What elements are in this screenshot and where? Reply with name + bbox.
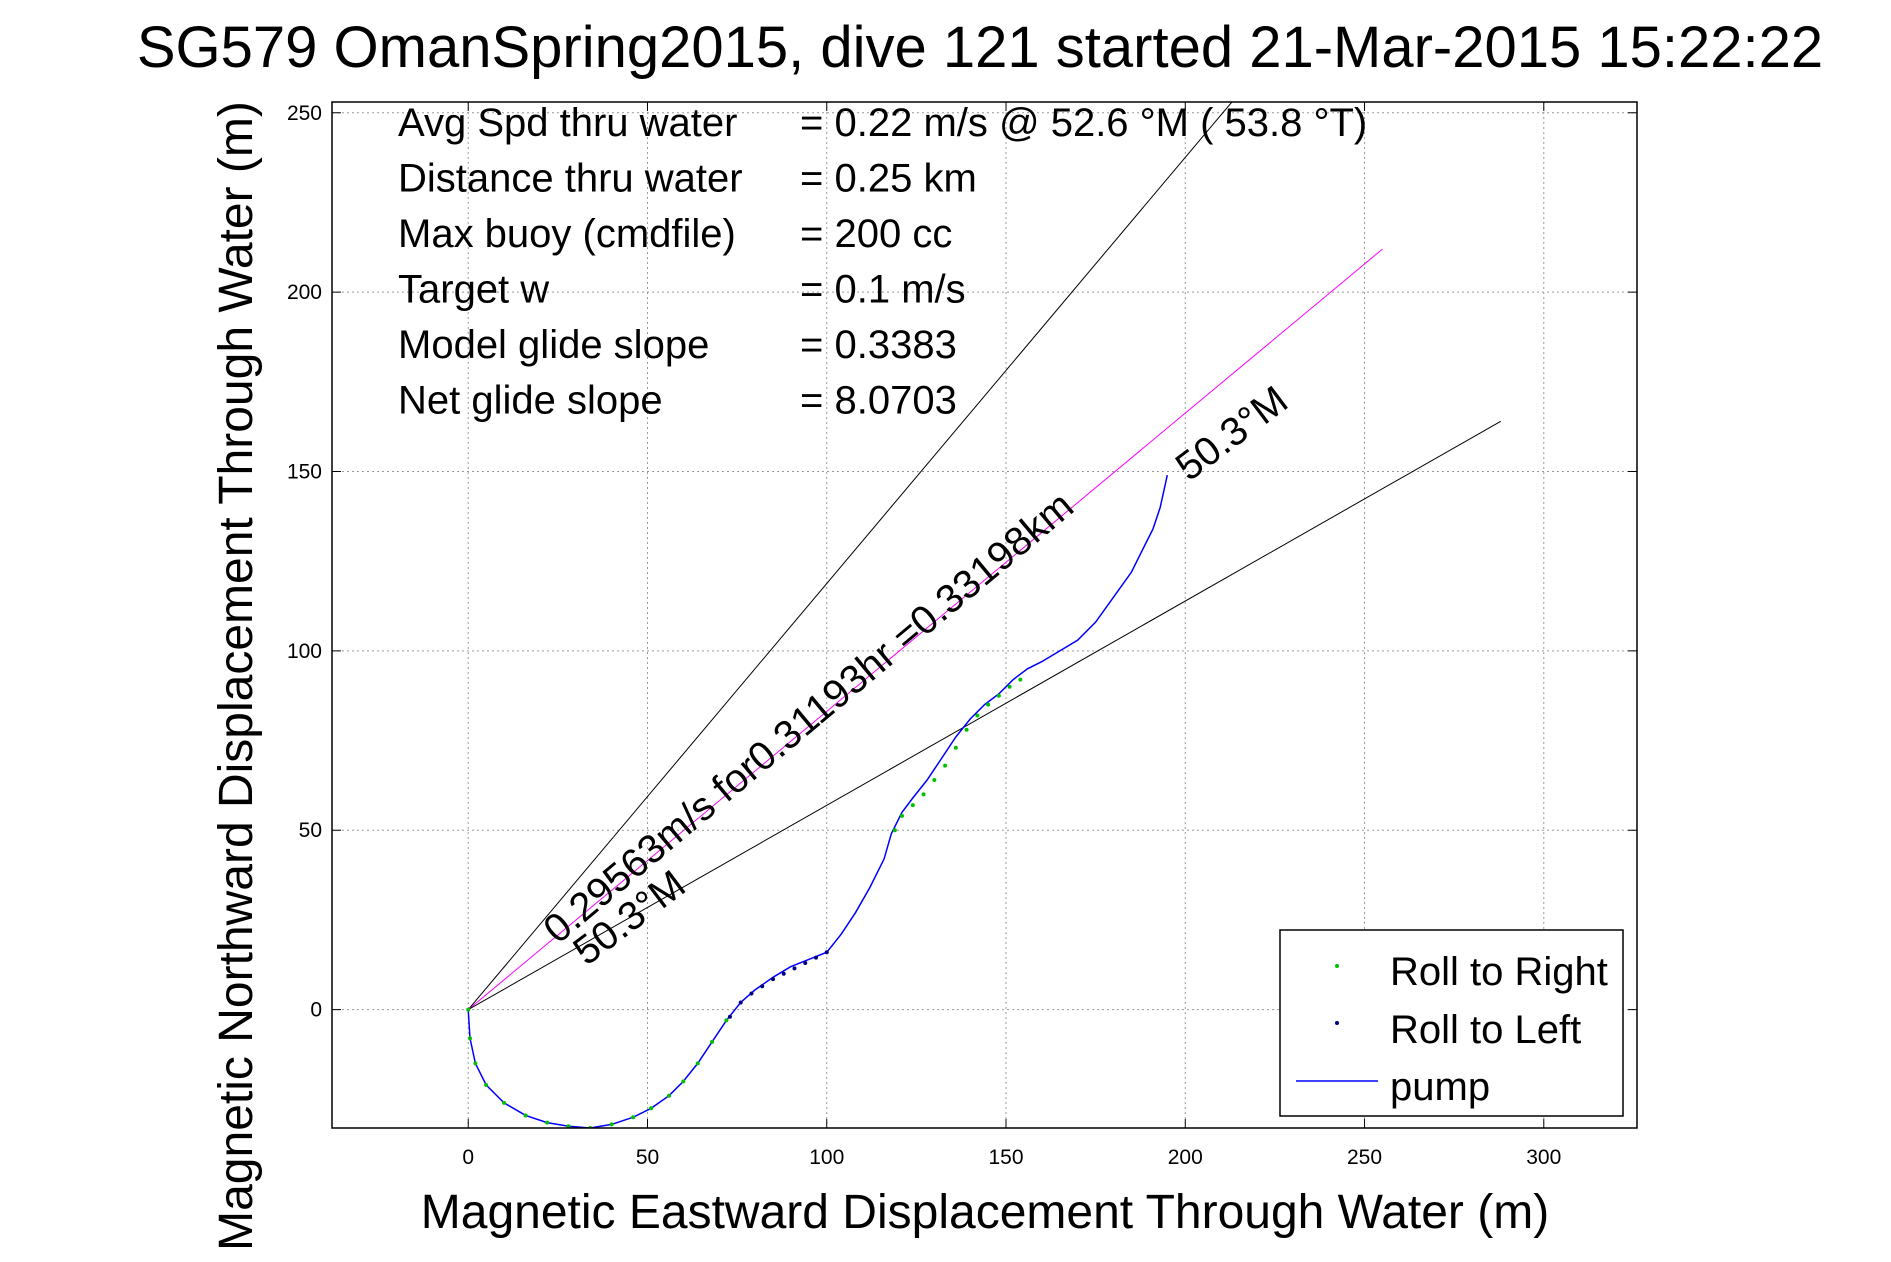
point-roll-to-right — [649, 1106, 654, 1111]
point-roll-to-right — [975, 713, 980, 718]
reference-line-heading — [467, 248, 1383, 1010]
x-tick-label: 100 — [809, 1146, 844, 1169]
y-tick-label: 150 — [287, 461, 322, 484]
x-tick-label: 200 — [1168, 1146, 1203, 1169]
reference-line-bound-right — [467, 420, 1502, 1011]
point-roll-to-right — [681, 1079, 686, 1084]
point-roll-to-right — [545, 1120, 550, 1125]
point-roll-to-left — [781, 971, 786, 976]
point-roll-to-right — [910, 803, 915, 808]
info-label: Avg Spd thru water — [398, 101, 737, 145]
point-roll-to-right — [932, 778, 937, 783]
x-tick-label: 150 — [988, 1146, 1023, 1169]
point-roll-to-right — [667, 1093, 672, 1098]
point-roll-to-right — [964, 727, 969, 732]
x-tick-label: 50 — [636, 1146, 659, 1169]
reference-lines — [467, 102, 1502, 1011]
point-roll-to-right — [468, 1036, 473, 1041]
axis-ticks: 0 50 100 150 200 250 300 0 50 100 150 200 250 — [287, 102, 1637, 1169]
point-roll-to-right — [631, 1115, 636, 1120]
y-tick-label: 0 — [310, 999, 322, 1022]
point-roll-to-left — [738, 1000, 743, 1005]
chart-title: SG579 OmanSpring2015, dive 121 started 2… — [137, 15, 1823, 80]
point-roll-to-left — [770, 977, 775, 982]
dive-info-block: Avg Spd thru water = 0.22 m/s @ 52.6 °M (… — [398, 101, 1367, 423]
point-roll-to-right — [724, 1018, 729, 1023]
y-tick-label: 200 — [287, 281, 322, 304]
info-label: Net glide slope — [398, 379, 663, 423]
legend-label-roll-left: Roll to Left — [1390, 1008, 1581, 1052]
point-roll-to-right — [921, 792, 926, 797]
point-roll-to-left — [760, 984, 765, 989]
legend-marker-roll-right — [1335, 964, 1339, 968]
info-label: Max buoy (cmdfile) — [398, 212, 736, 256]
point-roll-to-right — [943, 763, 948, 768]
point-roll-to-right — [710, 1039, 715, 1044]
point-roll-to-left — [727, 1014, 732, 1019]
info-value: = 200 cc — [800, 212, 952, 256]
point-roll-to-right — [502, 1100, 507, 1105]
reference-line-bound-left — [467, 102, 1233, 1010]
point-roll-to-right — [484, 1082, 489, 1087]
y-tick-label: 50 — [299, 819, 322, 842]
x-tick-label: 0 — [462, 1146, 474, 1169]
point-roll-to-left — [792, 966, 797, 971]
point-roll-to-right — [996, 693, 1001, 698]
x-tick-label: 300 — [1526, 1146, 1561, 1169]
legend-label-roll-right: Roll to Right — [1390, 950, 1608, 994]
grid — [332, 102, 1637, 1128]
x-tick-label: 250 — [1347, 1146, 1382, 1169]
y-axis-label: Magnetic Northward Displacement Through … — [210, 101, 263, 1251]
point-roll-to-left — [749, 991, 754, 996]
legend-label-pump: pump — [1390, 1065, 1490, 1109]
point-roll-to-right — [953, 745, 958, 750]
point-roll-to-right — [892, 828, 897, 833]
point-roll-to-right — [986, 702, 991, 707]
point-roll-to-right — [473, 1061, 478, 1066]
point-roll-to-left — [824, 950, 829, 955]
plot-area-frame — [331, 101, 1638, 1129]
point-roll-to-right — [1018, 677, 1023, 682]
point-roll-to-right — [466, 1007, 471, 1012]
point-roll-to-right — [1007, 684, 1012, 689]
point-roll-to-left — [813, 955, 818, 960]
y-tick-label: 250 — [287, 102, 322, 125]
info-label: Distance thru water — [398, 157, 743, 201]
info-value: = 0.1 m/s — [800, 268, 966, 312]
info-value: = 8.0703 — [800, 379, 957, 423]
point-roll-to-right — [523, 1113, 528, 1118]
point-roll-to-right — [900, 813, 905, 818]
point-roll-to-left — [803, 960, 808, 965]
info-label: Target w — [398, 268, 549, 312]
point-roll-to-right — [609, 1122, 614, 1127]
info-value: = 0.25 km — [800, 157, 977, 201]
point-roll-to-right — [566, 1124, 571, 1128]
legend-marker-roll-left — [1335, 1021, 1339, 1025]
info-value: = 0.3383 — [800, 323, 957, 367]
info-label: Model glide slope — [398, 323, 709, 367]
legend: Roll to Right Roll to Left pump — [1279, 929, 1624, 1117]
y-tick-label: 100 — [287, 640, 322, 663]
point-roll-to-right — [695, 1061, 700, 1066]
x-axis-label: Magnetic Eastward Displacement Through W… — [421, 1186, 1549, 1239]
info-value: = 0.22 m/s @ 52.6 °M ( 53.8 °T) — [800, 101, 1367, 145]
